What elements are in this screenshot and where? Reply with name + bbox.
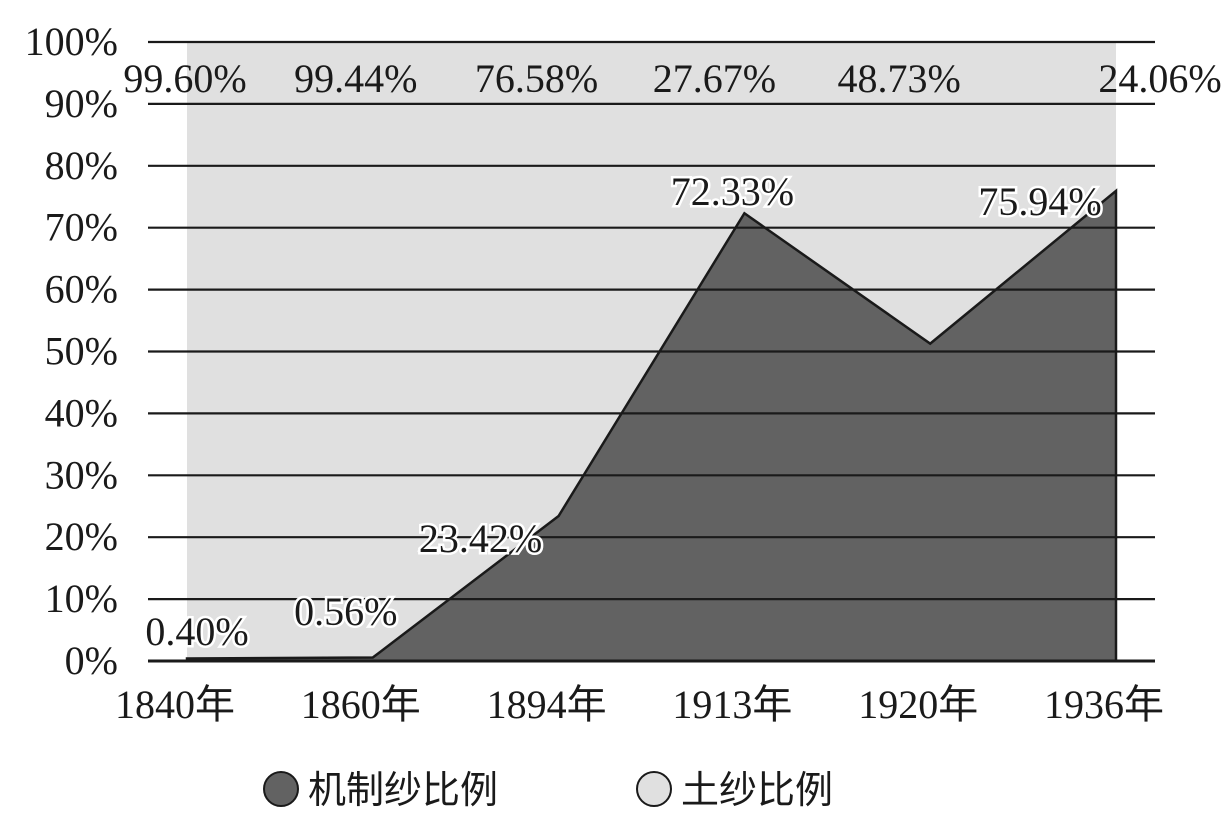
y-tick-label: 40%	[45, 390, 118, 435]
y-tick-label: 10%	[45, 576, 118, 621]
y-tick-label: 90%	[45, 81, 118, 126]
legend-swatch-machine-yarn	[263, 771, 299, 807]
x-tick-label: 1840年	[115, 682, 235, 727]
data-labels: 99.60% 99.44% 76.58% 27.67% 48.73% 24.06% 0.40…	[123, 56, 1221, 657]
legend-item-machine-yarn[interactable]: 机制纱比例	[263, 768, 498, 812]
y-tick-label: 100%	[25, 19, 118, 64]
data-label-native-yarn: 99.60%	[123, 56, 246, 101]
legend-swatch-native-yarn	[636, 771, 672, 807]
data-label-native-yarn: 24.06%	[1098, 56, 1221, 101]
x-axis-ticks: 1840年 1860年 1894年 1913年 1920年 1936年	[115, 682, 1164, 727]
data-label-machine-yarn: 0.40%	[145, 609, 248, 654]
x-tick-label: 1894年	[487, 682, 607, 727]
data-label-machine-yarn: 0.56%	[294, 589, 397, 634]
y-axis-ticks: 0% 10% 20% 30% 40% 50% 60% 70% 80% 90% 100%	[25, 19, 118, 683]
data-label-native-yarn: 27.67%	[653, 56, 776, 101]
area-native-yarn	[187, 42, 1116, 659]
data-label-machine-yarn: 75.94%	[978, 179, 1101, 224]
y-tick-label: 80%	[45, 143, 118, 188]
gridlines	[148, 40, 1155, 663]
legend-label-machine-yarn: 机制纱比例	[308, 768, 498, 812]
x-tick-label: 1913年	[672, 682, 792, 727]
y-tick-label: 20%	[45, 514, 118, 559]
data-label-native-yarn: 76.58%	[475, 56, 598, 101]
area-machine-yarn	[185, 188, 1118, 663]
y-tick-label: 60%	[45, 267, 118, 312]
legend-label-native-yarn: 土纱比例	[681, 768, 833, 812]
data-label-machine-yarn: 23.42%	[419, 516, 542, 561]
x-tick-label: 1920年	[858, 682, 978, 727]
data-label-machine-yarn: 72.33%	[671, 169, 794, 214]
data-label-native-yarn: 99.44%	[294, 56, 417, 101]
y-tick-label: 70%	[45, 205, 118, 250]
y-tick-label: 50%	[45, 329, 118, 374]
x-tick-label: 1860年	[301, 682, 421, 727]
y-tick-label: 0%	[65, 638, 118, 683]
y-tick-label: 30%	[45, 452, 118, 497]
legend-item-native-yarn[interactable]: 土纱比例	[636, 768, 833, 812]
data-label-native-yarn: 48.73%	[838, 56, 961, 101]
legend: 机制纱比例 土纱比例	[263, 768, 833, 812]
x-tick-label: 1936年	[1044, 682, 1164, 727]
area-layer	[185, 42, 1118, 663]
